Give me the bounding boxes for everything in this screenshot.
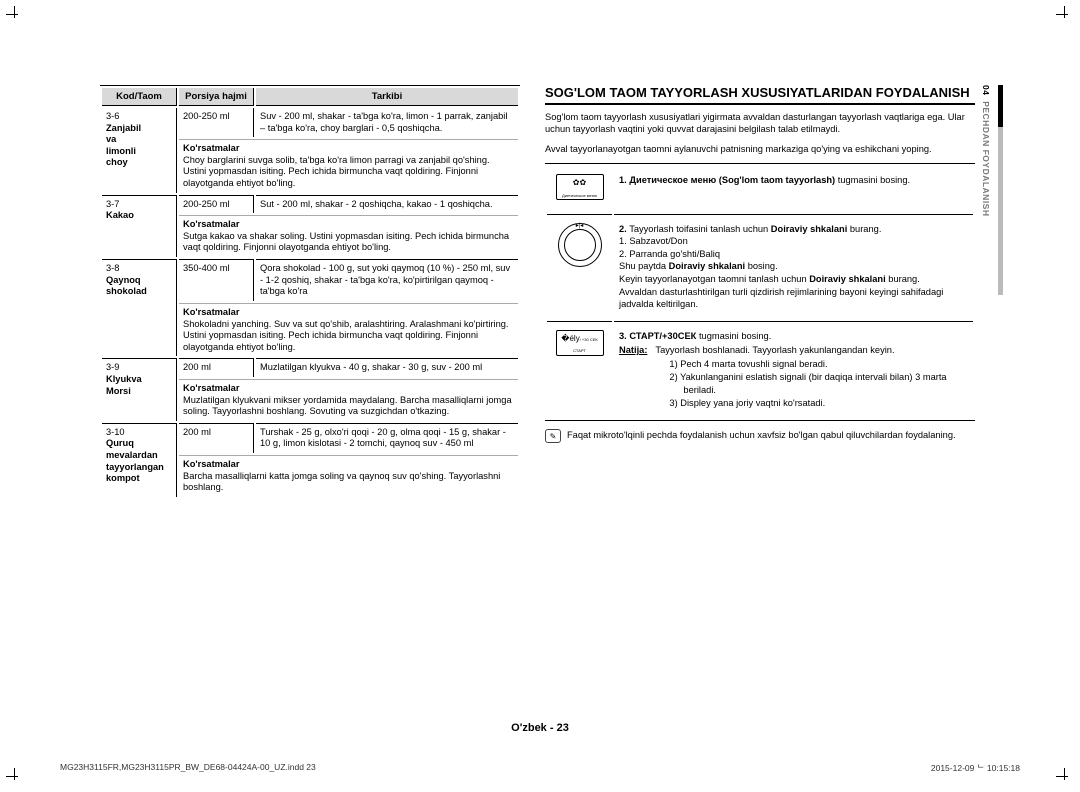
steps-table: ✿✿Диетическое меню 1. Диетическое меню (…	[545, 163, 975, 421]
portion-cell: 200-250 ml	[179, 195, 254, 214]
code-cell: 3-7Kakao	[102, 195, 177, 257]
step1-icon: ✿✿Диетическое меню	[547, 166, 612, 212]
ingredients-cell: Qora shokolad - 100 g, sut yoki qaymoq (…	[256, 259, 518, 301]
note-icon: ✎	[545, 429, 561, 443]
portion-cell: 200 ml	[179, 423, 254, 453]
instructions-cell: Ko'rsatmalarMuzlatilgan klyukvani mikser…	[179, 379, 518, 421]
instructions-cell: Ko'rsatmalarBarcha masalliqlarni katta j…	[179, 455, 518, 497]
side-tab: 04 PECHDAN FOYDALANISH	[981, 85, 1003, 295]
step1-text: 1. Диетическое меню (Sog'lom taom tayyor…	[614, 166, 973, 212]
step3-text: 3. СТАРТ/+30СЕК tugmasini bosing. Natija…	[614, 321, 973, 418]
table-row: 3-9KlyukvaMorsi 200 ml Muzlatilgan klyuk…	[102, 358, 518, 377]
recipe-table: Kod/Taom Porsiya hajmi Tarkibi 3-6Zanjab…	[100, 85, 520, 499]
ingredients-cell: Suv - 200 ml, shakar - ta'bga ko'ra, lim…	[256, 108, 518, 137]
table-row: 3-10Quruqmevalardantayyorlangankompot 20…	[102, 423, 518, 453]
portion-cell: 350-400 ml	[179, 259, 254, 301]
step2-icon: ▸|◂	[547, 214, 612, 319]
portion-cell: 200-250 ml	[179, 108, 254, 137]
ingredients-cell: Muzlatilgan klyukva - 40 g, shakar - 30 …	[256, 358, 518, 377]
safety-note: ✎ Faqat mikroto'lqinli pechda foydalanis…	[545, 429, 975, 443]
section-title: SOG'LOM TAOM TAYYORLASH XUSUSIYATLARIDAN…	[545, 85, 975, 105]
page-footer: O'zbek - 23	[100, 722, 980, 734]
ingredients-cell: Turshak - 25 g, olxo'ri qoqi - 20 g, olm…	[256, 423, 518, 453]
code-cell: 3-8Qaynoqshokolad	[102, 259, 177, 356]
ingredients-cell: Sut - 200 ml, shakar - 2 qoshiqcha, kaka…	[256, 195, 518, 214]
step3-icon: �ély/ +30 СЕКСТАРТ	[547, 321, 612, 418]
intro-2: Avval tayyorlanayotgan taomni aylanuvchi…	[545, 143, 975, 155]
code-cell: 3-6Zanjabilvalimonlichoy	[102, 108, 177, 193]
instructions-cell: Ko'rsatmalarChoy barglarini suvga solib,…	[179, 139, 518, 192]
col-code: Kod/Taom	[102, 88, 177, 106]
instructions-cell: Ko'rsatmalarSutga kakao va shakar soling…	[179, 215, 518, 257]
step2-text: 2. Tayyorlash toifasini tanlash uchun Do…	[614, 214, 973, 319]
col-portion: Porsiya hajmi	[179, 88, 254, 106]
intro-1: Sog'lom taom tayyorlash xususiyatlari yi…	[545, 111, 975, 135]
print-meta: MG23H3115FR,MG23H3115PR_BW_DE68-04424A-0…	[60, 762, 1020, 774]
code-cell: 3-9KlyukvaMorsi	[102, 358, 177, 420]
recipe-table-column: Kod/Taom Porsiya hajmi Tarkibi 3-6Zanjab…	[100, 85, 520, 499]
table-row: 3-8Qaynoqshokolad 350-400 ml Qora shokol…	[102, 259, 518, 301]
portion-cell: 200 ml	[179, 358, 254, 377]
code-cell: 3-10Quruqmevalardantayyorlangankompot	[102, 423, 177, 497]
table-row: 3-7Kakao 200-250 ml Sut - 200 ml, shakar…	[102, 195, 518, 214]
table-row: 3-6Zanjabilvalimonlichoy 200-250 ml Suv …	[102, 108, 518, 137]
healthy-cooking-column: SOG'LOM TAOM TAYYORLASH XUSUSIYATLARIDAN…	[545, 85, 975, 499]
instructions-cell: Ko'rsatmalarShokoladni yanching. Suv va …	[179, 303, 518, 356]
col-ingredients: Tarkibi	[256, 88, 518, 106]
